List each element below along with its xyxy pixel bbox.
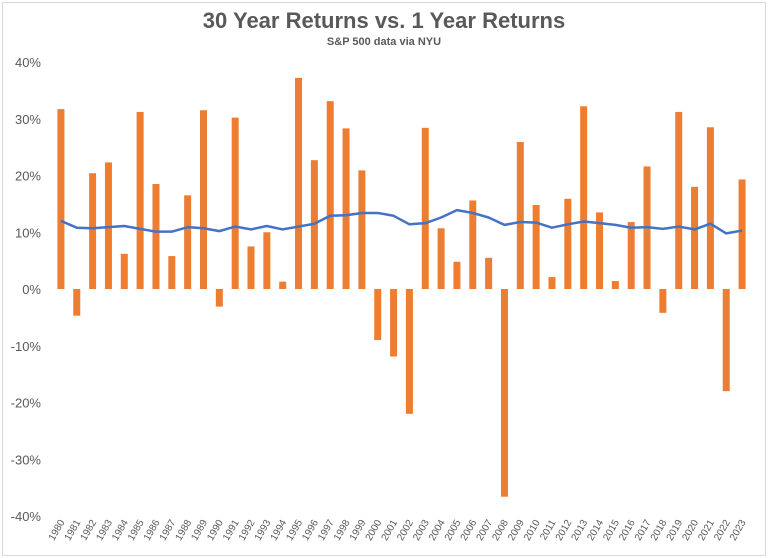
bar-2010: [532, 205, 540, 289]
x-tick-label: 2010: [522, 518, 543, 543]
bar-2016: [627, 222, 635, 289]
bar-2000: [374, 289, 382, 341]
bar-2023: [738, 179, 746, 289]
y-tick-label: -20%: [11, 396, 42, 411]
bar-1987: [168, 256, 176, 289]
bar-2002: [405, 289, 413, 414]
bar-1991: [231, 117, 239, 290]
bar-2015: [611, 281, 619, 289]
bar-1986: [152, 184, 160, 289]
y-tick-label: 30%: [15, 112, 41, 127]
bar-2009: [516, 142, 524, 289]
bar-2014: [596, 212, 604, 289]
y-tick-label: -10%: [11, 339, 42, 354]
bar-1994: [279, 281, 287, 289]
chart-title: 30 Year Returns vs. 1 Year Returns: [202, 8, 566, 33]
bar-1992: [247, 246, 255, 289]
bar-2019: [675, 111, 683, 289]
y-tick-label: 40%: [15, 55, 41, 70]
y-tick-label: -30%: [11, 452, 42, 467]
bar-2006: [469, 200, 477, 289]
bar-2001: [390, 289, 398, 357]
bar-1985: [136, 111, 144, 289]
chart-subtitle: S&P 500 data via NYU: [326, 36, 442, 48]
bar-1998: [342, 128, 350, 289]
y-tick-label: 20%: [15, 169, 41, 184]
bar-2022: [722, 289, 730, 392]
bar-1993: [263, 232, 271, 289]
bar-2020: [691, 186, 699, 289]
bar-1983: [104, 162, 112, 289]
bar-1988: [184, 195, 192, 289]
bar-2004: [437, 228, 445, 289]
bar-2008: [500, 289, 508, 497]
bar-2018: [659, 289, 667, 313]
x-tick-label: 2023: [728, 518, 749, 543]
bar-2007: [485, 257, 493, 289]
30-year-return-line: [60, 208, 743, 235]
bar-1984: [120, 253, 128, 289]
bar-1980: [57, 109, 65, 289]
y-tick-label: 10%: [15, 225, 41, 240]
bar-1989: [199, 110, 207, 289]
bar-1999: [358, 170, 366, 289]
bar-1982: [89, 173, 97, 289]
bar-2005: [453, 261, 461, 289]
bar-2003: [421, 127, 429, 289]
y-tick-label: 0%: [22, 282, 41, 297]
bar-2013: [580, 106, 588, 289]
bar-1995: [295, 77, 303, 289]
bar-2012: [564, 198, 572, 289]
bar-2021: [706, 127, 714, 289]
bar-1997: [326, 101, 334, 289]
y-tick-label: -40%: [11, 509, 42, 524]
bar-1990: [215, 289, 223, 307]
bar-1981: [73, 289, 81, 316]
bar-2011: [548, 277, 556, 289]
